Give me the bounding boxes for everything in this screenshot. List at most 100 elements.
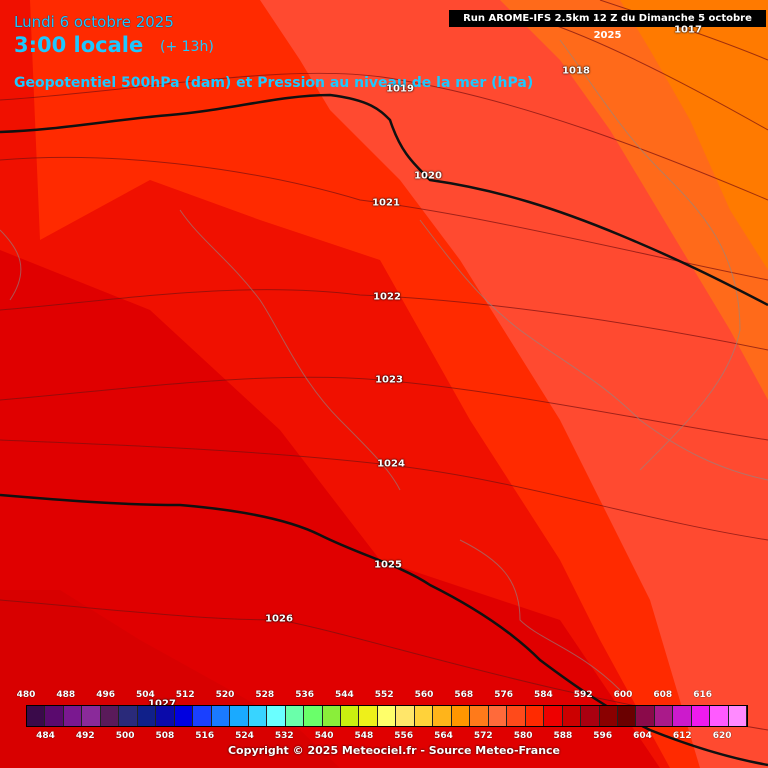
color-swatch [728, 706, 748, 726]
scale-label: 492 [75, 731, 95, 741]
scale-label: 544 [334, 690, 354, 700]
isobar-label-1017: 1017 [674, 24, 702, 36]
color-swatch [433, 706, 452, 726]
scale-label: 584 [533, 690, 553, 700]
scale-label: 608 [653, 690, 673, 700]
isobar-label-1022: 1022 [373, 291, 401, 303]
scale-label: 540 [314, 731, 334, 741]
color-swatch [230, 706, 249, 726]
color-swatch [211, 706, 231, 726]
scale-label: 552 [374, 690, 394, 700]
scale-label: 612 [672, 731, 692, 741]
color-swatch [285, 706, 305, 726]
color-swatch [451, 706, 471, 726]
isobar-1018 [539, 19, 768, 131]
forecast-date: Lundi 6 octobre 2025 [14, 13, 174, 31]
color-swatch [599, 706, 618, 726]
isobar-label-1020: 1020 [414, 170, 442, 182]
color-swatch [82, 706, 101, 726]
isobar-1026 [0, 599, 768, 731]
border-line [459, 539, 621, 691]
color-swatch [45, 706, 64, 726]
forecast-time: 3:00 locale [14, 33, 144, 57]
run-info: Run AROME-IFS 2.5km 12 Z du Dimanche 5 o… [449, 10, 766, 41]
color-swatch [359, 706, 378, 726]
color-swatch [248, 706, 268, 726]
color-swatch [100, 706, 120, 726]
scale-label: 596 [593, 731, 613, 741]
color-swatch [618, 706, 637, 726]
color-swatch [654, 706, 674, 726]
scale-label: 600 [613, 690, 633, 700]
isobar-label-1026: 1026 [265, 613, 293, 625]
color-swatch [673, 706, 692, 726]
color-swatch [119, 706, 138, 726]
isobar-1023 [0, 376, 768, 441]
border-line [419, 219, 768, 481]
scale-label: 536 [295, 690, 314, 700]
scale-label: 520 [215, 690, 235, 700]
color-swatch [340, 706, 360, 726]
color-swatch [562, 706, 582, 726]
borders [0, 39, 768, 691]
isobar-1017 [599, 0, 768, 61]
scale-label: 560 [414, 690, 434, 700]
isobar-1024 [0, 439, 768, 541]
color-swatch [488, 706, 508, 726]
scale-label: 592 [573, 690, 593, 700]
color-swatch [322, 706, 341, 726]
scale-label: 516 [195, 731, 215, 741]
isobar-1019 [0, 72, 768, 201]
scale-label: 580 [513, 731, 533, 741]
geopotential-band-580 [260, 0, 768, 768]
forecast-step: (+ 13h) [160, 39, 214, 55]
color-scale-bar [26, 705, 748, 727]
color-swatch [193, 706, 212, 726]
color-swatch [304, 706, 323, 726]
color-swatch [710, 706, 729, 726]
scale-label: 548 [354, 731, 374, 741]
scale-label: 532 [274, 731, 294, 741]
isobar-label-1021: 1021 [372, 197, 400, 209]
color-swatch [691, 706, 711, 726]
color-swatch [544, 706, 563, 726]
isobar-label-1027: 1027 [148, 698, 176, 710]
border-line [0, 229, 22, 301]
copyright-text: Copyright © 2025 Meteociel.fr - Source M… [227, 744, 561, 757]
color-swatch [137, 706, 157, 726]
border-line [559, 39, 741, 471]
isobar-1022 [0, 289, 768, 351]
geopotential-band-572 [620, 0, 768, 270]
isobars [0, 0, 768, 731]
scale-label: 588 [553, 731, 573, 741]
scale-label: 484 [36, 731, 55, 741]
scale-label: 528 [255, 690, 275, 700]
scale-label: 556 [394, 731, 414, 741]
scale-label: 616 [693, 690, 712, 700]
color-swatch [174, 706, 194, 726]
scale-label: 564 [434, 731, 453, 741]
parameter-title: Geopotentiel 500hPa (dam) et Pression au… [14, 75, 534, 91]
scale-label: 620 [712, 731, 732, 741]
scale-label: 576 [494, 690, 513, 700]
isobar-1021 [0, 156, 768, 281]
isobar-label-1025: 1025 [374, 559, 402, 571]
isobar-label-1024: 1024 [377, 458, 405, 470]
scale-label: 512 [175, 690, 195, 700]
scale-bottom-labels: 484 492 500 508 516 524 532 540 548 556 564 572 580 5… [0, 731, 768, 743]
color-swatch [525, 706, 545, 726]
scale-label: 480 [16, 690, 36, 700]
isobar-label-1019: 1019 [386, 83, 414, 95]
color-swatch [507, 706, 526, 726]
scale-label: 504 [135, 690, 155, 700]
border-line [179, 209, 401, 491]
color-swatch [27, 706, 46, 726]
bold-line-south [0, 493, 768, 767]
scale-label: 568 [454, 690, 474, 700]
scale-label: 488 [56, 690, 76, 700]
scale-label: 524 [235, 731, 254, 741]
color-swatch [377, 706, 397, 726]
scale-label: 496 [96, 690, 115, 700]
